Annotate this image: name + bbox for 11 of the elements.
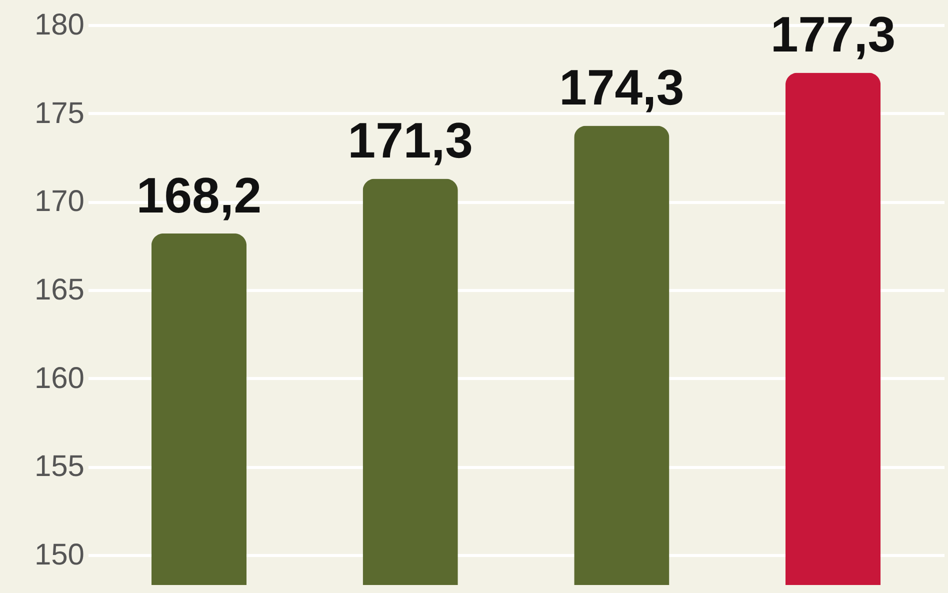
y-tick-label: 170 — [34, 185, 84, 218]
data-label: 168,2 — [136, 167, 262, 224]
data-label: 171,3 — [348, 112, 473, 169]
y-tick-label: 155 — [34, 450, 84, 484]
y-tick-label: 150 — [34, 538, 84, 572]
y-tick-label: 165 — [34, 274, 84, 306]
y-tick-label: 160 — [34, 362, 84, 395]
data-label: 177,3 — [770, 6, 896, 63]
y-tick-label: 180 — [34, 8, 84, 42]
data-label: 174,3 — [559, 60, 684, 116]
y-tick-label: 175 — [34, 96, 84, 130]
